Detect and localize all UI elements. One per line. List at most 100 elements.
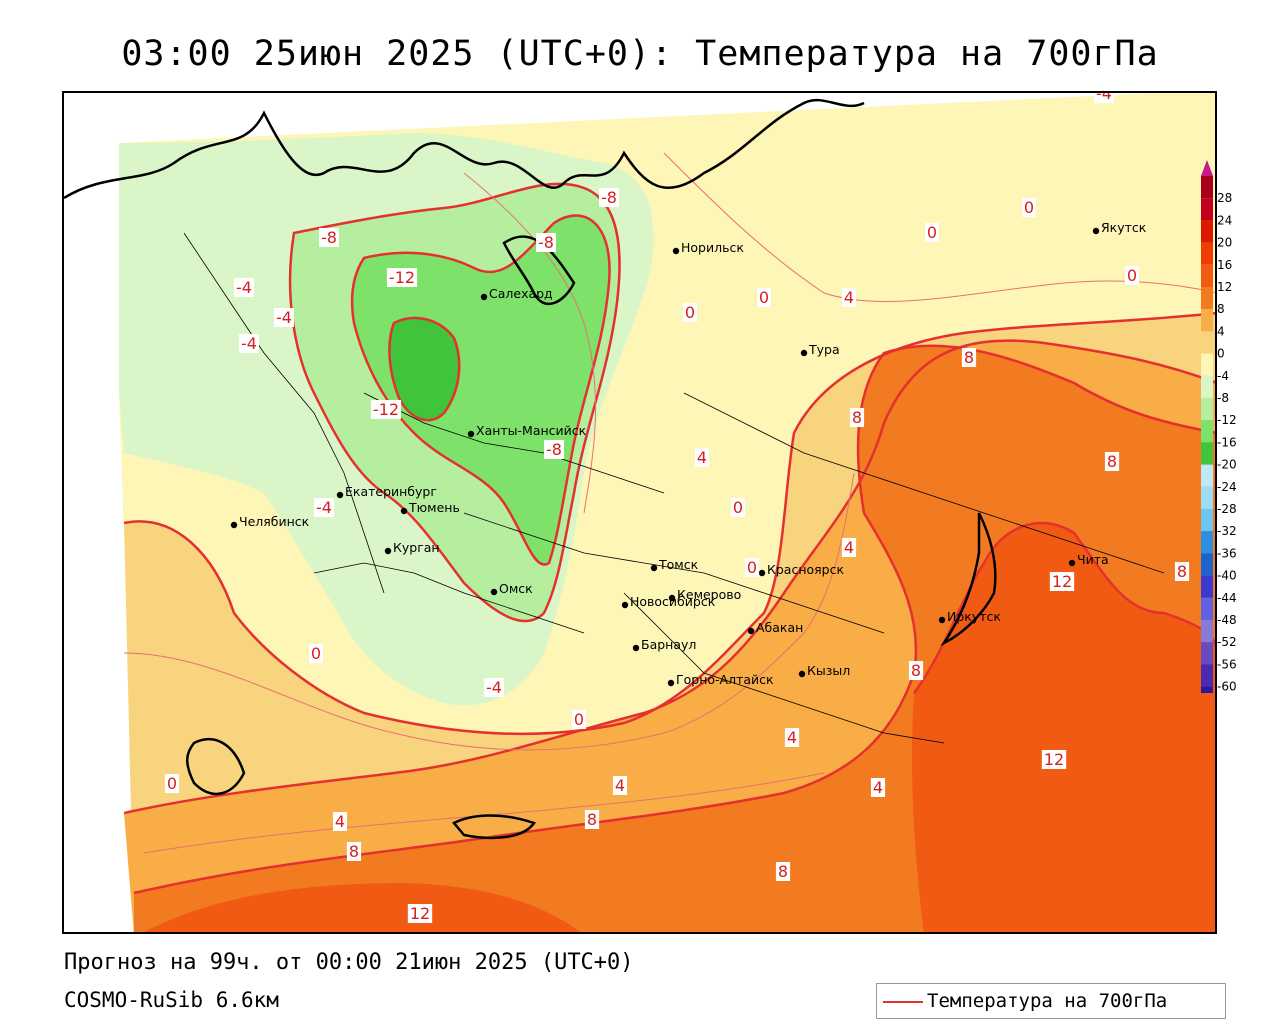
- city-marker: Новосибирск: [621, 594, 716, 609]
- city-label: Ханты-Мансийск: [476, 423, 587, 438]
- city-marker: Абакан: [747, 620, 803, 635]
- colorbar-tick-label: -20: [1217, 458, 1237, 472]
- isotherm-value-label: -12: [373, 400, 399, 419]
- isotherm-label-bg: [332, 812, 348, 831]
- isotherm-label-bg: [775, 862, 791, 881]
- colorbar-tick-label: -44: [1217, 591, 1237, 605]
- city-marker: Челябинск: [230, 514, 310, 529]
- isotherm-value-label: 12: [1044, 750, 1064, 769]
- colorbar-tick-label: -4: [1217, 369, 1229, 383]
- isotherm-label-bg: [784, 728, 800, 747]
- city-marker: Ханты-Мансийск: [467, 423, 587, 438]
- isotherm-label-bg: [571, 710, 587, 729]
- isotherm-label-bg: [239, 334, 259, 353]
- colorbar-cell: [1201, 642, 1213, 665]
- city-label: Томск: [658, 557, 699, 572]
- colorbar-cell: [1201, 620, 1213, 643]
- city-dot: [758, 569, 766, 577]
- isotherm-value-label: -4: [276, 308, 292, 327]
- city-marker: Салехард: [480, 286, 553, 301]
- isotherm-label-bg: [1021, 198, 1037, 217]
- city-dot: [336, 491, 344, 499]
- colorbar-tick-label: -16: [1217, 435, 1237, 449]
- city-marker: Иркутск: [938, 609, 1001, 624]
- colorbar-tick-label: 28: [1217, 191, 1232, 205]
- city-label: Тура: [808, 342, 840, 357]
- colorbar-cell: [1201, 575, 1213, 598]
- colorbar-cell: [1201, 486, 1213, 509]
- colorbar-tick-label: -40: [1217, 569, 1237, 583]
- colorbar-tick-label: -60: [1217, 680, 1237, 693]
- map-canvas: Норильск Якутск Салехард Тура Ханты-Мансийск…: [64, 93, 1215, 932]
- isotherm-value-label: 4: [335, 812, 345, 831]
- isotherm-label-bg: [484, 678, 504, 697]
- city-marker: Кемерово: [668, 587, 741, 602]
- legend-label: Температура на 700гПа: [927, 990, 1168, 1012]
- isotherm-value-label: 8: [911, 661, 921, 680]
- isotherm-label-bg: [319, 228, 339, 247]
- isotherm-label-bg: [1104, 452, 1120, 471]
- city-label: Кызыл: [807, 663, 850, 678]
- isotherm-value-label: 0: [733, 498, 743, 517]
- city-marker: Тура: [800, 342, 840, 357]
- isotherm-value-label: 4: [844, 538, 854, 557]
- red-orange-zone: [912, 523, 1215, 932]
- model-name: COSMO-RuSib 6.6км: [64, 988, 279, 1012]
- colorbar-tick-label: -32: [1217, 524, 1237, 538]
- city-dot: [800, 349, 808, 357]
- isotherm-value-label: -8: [321, 228, 337, 247]
- isotherm-label-bg: [386, 268, 418, 287]
- isotherm-label-bg: [370, 400, 402, 419]
- colorbar-cell: [1201, 287, 1213, 310]
- colorbar-cell: [1201, 464, 1213, 487]
- city-marker: Барнаул: [632, 637, 696, 652]
- colorbar-tick-label: -52: [1217, 635, 1237, 649]
- colorbar-cell: [1201, 375, 1213, 398]
- city-label: Барнаул: [641, 637, 696, 652]
- isotherm-value-label: -8: [538, 233, 554, 252]
- isotherm-value-label: -4: [486, 678, 502, 697]
- page-title: 03:00 25июн 2025 (UTC+0): Температура на…: [121, 34, 1159, 74]
- city-label: Норильск: [681, 240, 744, 255]
- city-marker: Якутск: [1092, 220, 1147, 235]
- isotherm-value-label: -4: [241, 334, 257, 353]
- city-dot: [1092, 227, 1100, 235]
- colorbar-tick-label: 12: [1217, 280, 1232, 294]
- colorbar-top-arrow: [1201, 160, 1213, 176]
- colorbar-cell: [1201, 442, 1213, 465]
- isotherm-label-bg: [924, 223, 940, 242]
- isotherm-label-bg: [1041, 750, 1067, 769]
- isotherm-value-label: 0: [927, 223, 937, 242]
- city-label: Абакан: [756, 620, 803, 635]
- legend-line-swatch: [883, 1001, 923, 1003]
- isotherm-label-bg: [908, 661, 924, 680]
- colorbar-tick-label: 0: [1217, 347, 1225, 361]
- colorbar-cell: [1201, 686, 1213, 693]
- city-dot: [384, 547, 392, 555]
- city-label: Горно-Алтайск: [676, 672, 774, 687]
- city-dot: [672, 247, 680, 255]
- colorbar-tick-label: 16: [1217, 258, 1232, 272]
- isotherm-label-bg: [730, 498, 746, 517]
- admin-borders: [183, 232, 1165, 744]
- colorbar-cell: [1201, 531, 1213, 554]
- temperature-colorbar: 28 24 20 16 12 8 4 0 -4 -8 -12 -16 -20 -24 -28 -32 -36 -4…: [1201, 160, 1237, 693]
- city-dot: [938, 616, 946, 624]
- city-marker: Тюмень: [400, 500, 460, 515]
- city-marker: Кызыл: [798, 663, 850, 678]
- city-dot: [632, 644, 640, 652]
- city-dot: [747, 627, 755, 635]
- isotherm-label-bg: [1094, 93, 1114, 103]
- city-label: Якутск: [1101, 220, 1147, 235]
- isotherm-value-label: 0: [685, 303, 695, 322]
- isotherm-value-label: -4: [236, 278, 252, 297]
- city-label: Екатеринбург: [345, 484, 437, 499]
- isotherm-value-label: 0: [167, 774, 177, 793]
- isotherm-value-label: -8: [601, 188, 617, 207]
- city-label: Курган: [393, 540, 440, 555]
- city-label: Салехард: [489, 286, 553, 301]
- isotherm-label-bg: [1049, 572, 1075, 591]
- isotherm-value-label: 8: [852, 408, 862, 427]
- city-marker: Курган: [384, 540, 440, 555]
